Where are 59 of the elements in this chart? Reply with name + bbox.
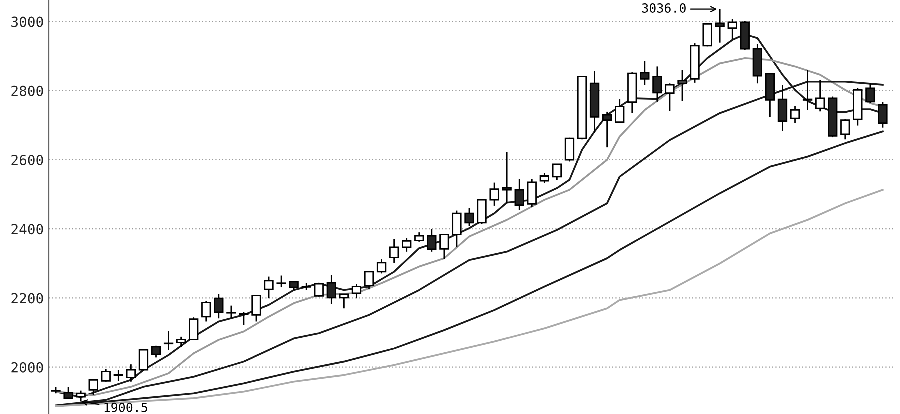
annotation: 3036.0 xyxy=(642,4,686,13)
y-tick-label: 3000 xyxy=(12,16,44,28)
candlestick xyxy=(678,69,688,102)
candlestick xyxy=(364,270,374,290)
candlestick xyxy=(101,368,111,383)
candlestick xyxy=(239,311,249,326)
candlestick xyxy=(490,182,500,207)
candlestick xyxy=(477,198,487,225)
candlestick xyxy=(665,82,675,112)
candlestick xyxy=(76,390,86,402)
candlestick xyxy=(815,79,826,112)
candlestick xyxy=(552,163,562,181)
candlestick xyxy=(414,232,424,243)
candlestick xyxy=(564,137,575,162)
y-tick-label: 2800 xyxy=(12,86,44,96)
candlestick xyxy=(427,228,437,253)
candlestick xyxy=(602,111,612,148)
candlestick xyxy=(728,18,738,40)
candlestick xyxy=(464,208,474,227)
candlestick xyxy=(502,152,512,204)
y-tick-label: 2200 xyxy=(12,293,44,304)
candlestick xyxy=(138,348,149,372)
y-tick-label: 2000 xyxy=(12,362,44,373)
candlestick xyxy=(615,98,625,124)
candlestick xyxy=(164,330,174,351)
candlestick xyxy=(214,293,224,320)
y-tick-label: 2600 xyxy=(12,155,44,166)
candlestick xyxy=(276,275,286,288)
candlestick xyxy=(202,300,212,322)
candlestick xyxy=(114,369,124,382)
candlestick xyxy=(314,282,324,298)
candlestick xyxy=(389,238,400,264)
candlestick xyxy=(715,8,725,44)
candlestick xyxy=(514,178,524,211)
candlestick xyxy=(452,210,462,248)
candlestick xyxy=(652,66,662,103)
candlestick xyxy=(840,118,850,140)
candlestick xyxy=(226,305,236,320)
candlestick xyxy=(252,294,262,322)
candlestick xyxy=(88,378,98,396)
candlestick xyxy=(540,172,550,184)
candlestick xyxy=(790,105,800,124)
candlestick xyxy=(151,345,162,358)
candlestick xyxy=(376,258,387,274)
candlestick xyxy=(778,84,788,132)
candlestick xyxy=(126,364,136,383)
candlestick xyxy=(702,22,712,48)
candlestick xyxy=(326,274,336,305)
candlestick xyxy=(640,60,650,86)
candlestick xyxy=(189,316,199,342)
candlestick xyxy=(339,293,350,310)
annotation: 1900.5 xyxy=(104,402,148,412)
candlestick xyxy=(527,178,537,208)
candlestick xyxy=(352,284,362,300)
candlestick xyxy=(176,336,186,348)
candlestick xyxy=(440,234,450,260)
candlestick xyxy=(402,238,412,253)
candlestick xyxy=(264,276,274,300)
y-tick-label: 2400 xyxy=(12,224,44,235)
